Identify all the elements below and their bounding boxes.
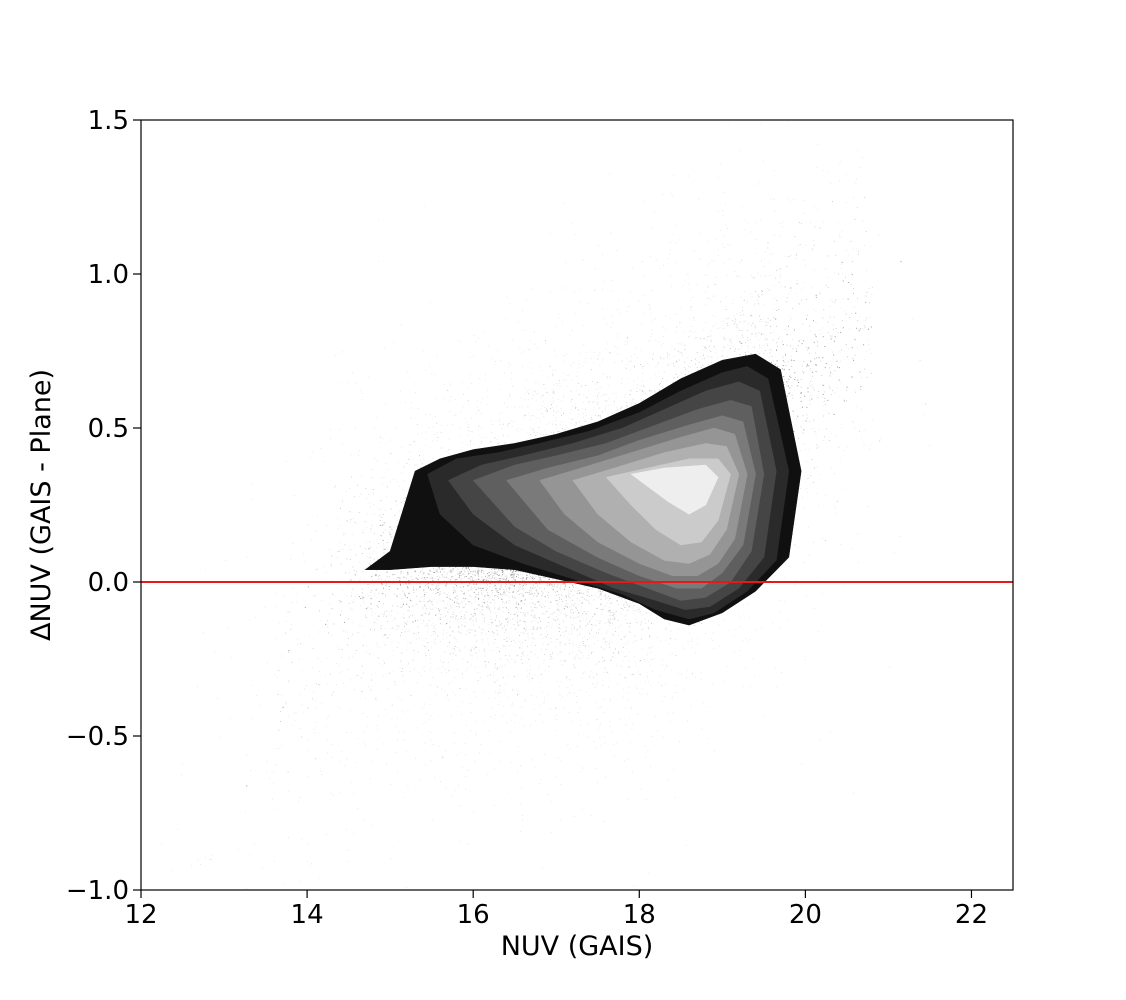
x-tick-label: 14: [291, 900, 324, 930]
x-axis-label: NUV (GAIS): [501, 931, 654, 962]
plot-frame: [140, 119, 1014, 891]
x-tick-label: 16: [457, 900, 490, 930]
scatter-point-layer-1: [161, 121, 930, 890]
x-tick-label: 12: [124, 900, 157, 930]
y-tick-label: 0.0: [88, 568, 129, 598]
y-tick-label: −1.0: [66, 876, 129, 906]
y-tick-label: 0.5: [88, 414, 129, 444]
y-tick-label: 1.5: [88, 106, 129, 136]
y-axis-label: ΔNUV (GAIS - Plane): [26, 369, 57, 641]
density-contours: [364, 353, 802, 626]
x-tick-label: 22: [955, 900, 988, 930]
y-tick-label: −0.5: [66, 722, 129, 752]
x-tick-label: 20: [789, 900, 822, 930]
contour-level-9: [630, 464, 719, 515]
y-axis: −1.0 −0.5 0.0 0.5 1.0 1.5: [66, 106, 141, 906]
x-tick-label: 18: [623, 900, 656, 930]
y-tick-label: 1.0: [88, 260, 129, 290]
x-axis: 12 14 16 18 20 22: [124, 890, 988, 930]
